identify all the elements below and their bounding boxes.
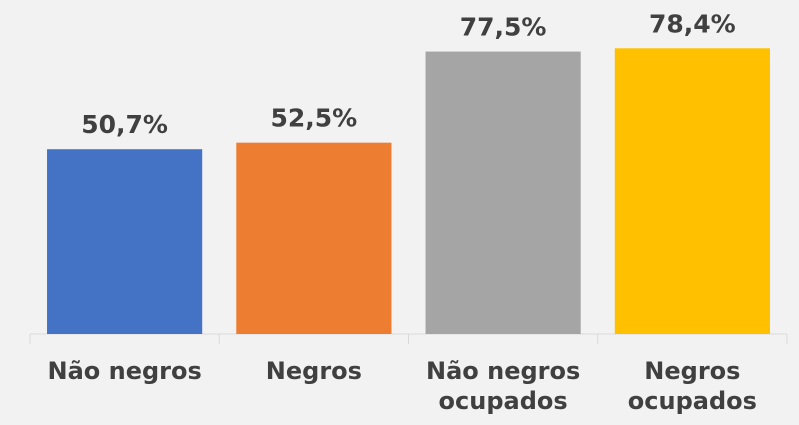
value-label: 50,7%: [81, 110, 168, 139]
x-tick-label: Negros: [265, 357, 362, 385]
bar: [425, 51, 581, 335]
value-label: 78,4%: [649, 9, 736, 38]
x-tick-label: Não negros: [47, 357, 202, 385]
x-tick-label: Negros ocupados: [627, 357, 757, 415]
value-label: 77,5%: [460, 13, 547, 42]
x-tick-label: Não negros ocupados: [425, 357, 581, 415]
value-label: 52,5%: [271, 104, 358, 133]
bar: [47, 149, 203, 334]
bar: [236, 142, 392, 334]
bar: [614, 48, 770, 335]
